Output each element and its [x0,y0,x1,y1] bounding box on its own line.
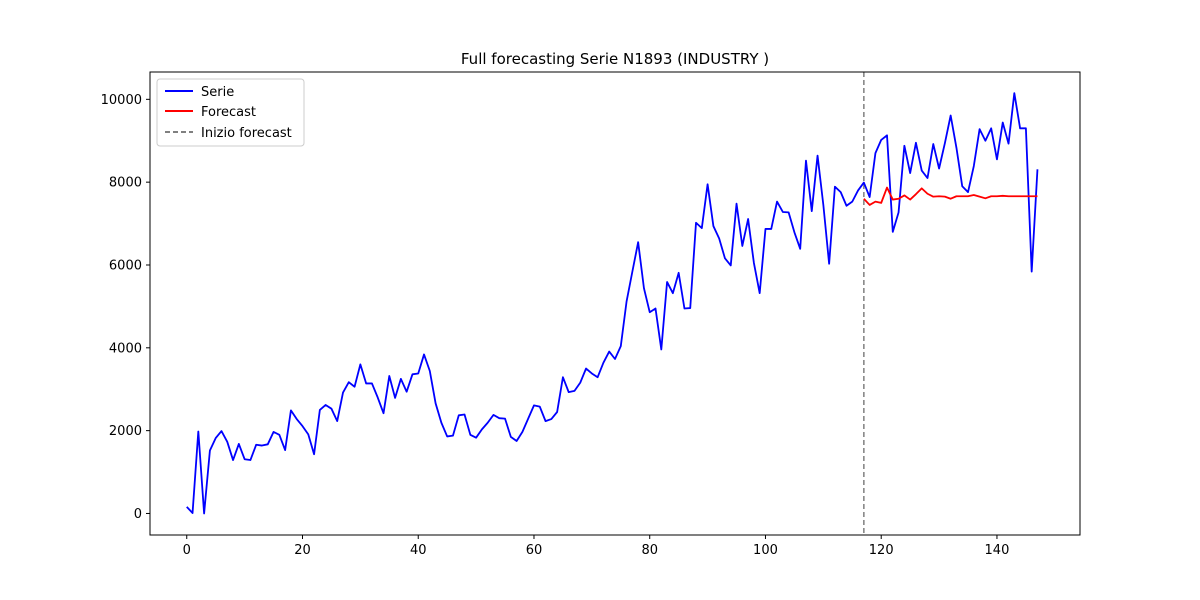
y-tick-label: 2000 [109,424,142,439]
y-tick-label: 0 [134,507,142,522]
y-axis: 0 2000 4000 6000 8000 10000 [101,93,150,522]
x-tick-label: 0 [183,543,191,558]
plot-content [186,72,1039,535]
legend-label-forecast: Forecast [201,105,256,120]
x-tick-label: 40 [410,543,427,558]
legend-label-forecast-start: Inizio forecast [201,126,292,141]
y-tick-label: 4000 [109,341,142,356]
x-tick-label: 60 [526,543,543,558]
axes-frame [149,71,1081,536]
legend-label-serie: Serie [201,85,234,100]
x-tick-label: 100 [753,543,778,558]
y-tick-label: 10000 [101,93,142,108]
x-tick-label: 20 [294,543,311,558]
legend-box [156,78,305,147]
series-line-serie [186,92,1039,515]
x-tick-label: 140 [985,543,1010,558]
x-tick-label: 120 [869,543,894,558]
legend: Serie Forecast Inizio forecast [156,78,305,147]
series-line-forecast [863,186,1038,206]
x-tick-label: 80 [641,543,658,558]
y-tick-label: 8000 [109,176,142,191]
y-tick-label: 6000 [109,258,142,273]
chart-title: Full forecasting Serie N1893 (INDUSTRY ) [461,50,769,68]
x-axis: 0 20 40 60 80 100 120 140 [183,535,1010,558]
